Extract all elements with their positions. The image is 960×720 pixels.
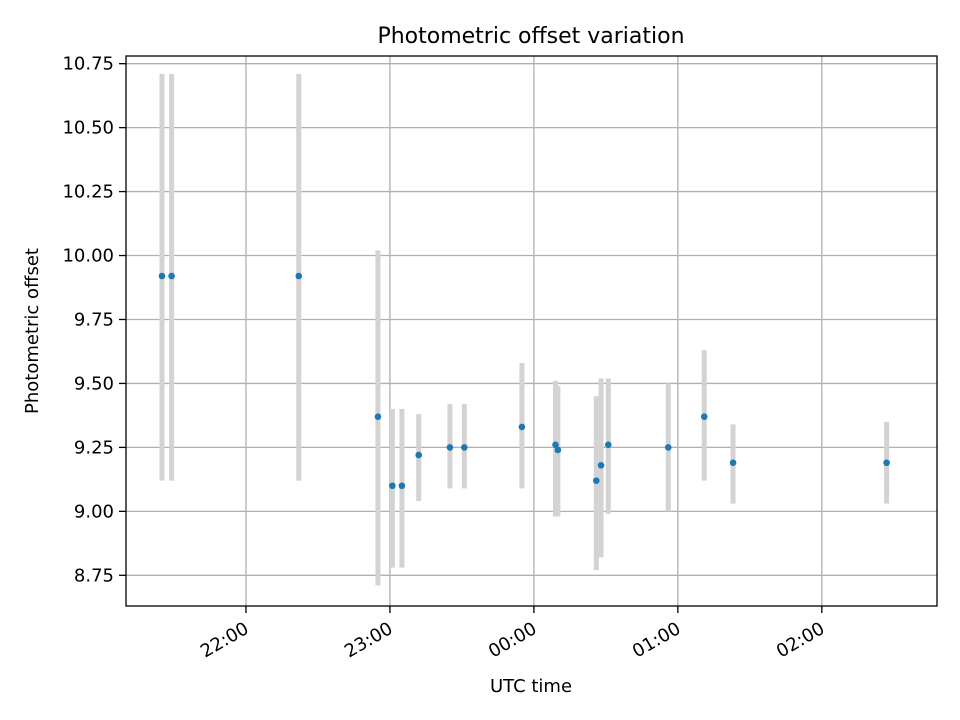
x-tick-label: 23:00 (341, 618, 396, 662)
plot-frame (125, 55, 938, 607)
chart-title: Photometric offset variation (377, 24, 684, 49)
data-point (552, 441, 559, 449)
y-tick-label: 10.00 (62, 246, 114, 267)
data-points (158, 272, 890, 490)
data-point (158, 272, 166, 280)
y-tick-label: 9.25 (74, 437, 114, 458)
y-axis-label: Photometric offset (22, 248, 43, 414)
x-tick-label: 01:00 (629, 618, 684, 662)
y-axis-ticks: 8.75 9.00 9.25 9.50 9.75 10.00 10.25 10.50 10.75 (62, 54, 126, 586)
data-point (398, 482, 406, 490)
data-point (592, 477, 600, 484)
data-point (729, 459, 737, 467)
x-axis-ticks: 22:00 23:00 00:00 01:00 02:00 (197, 606, 828, 662)
data-point (389, 482, 396, 490)
data-point (554, 446, 562, 454)
errorbars (159, 73, 890, 586)
y-tick-label: 10.75 (62, 54, 114, 75)
data-point (883, 459, 890, 467)
data-point (604, 441, 612, 449)
y-tick-label: 9.75 (74, 309, 114, 330)
y-tick-label: 8.75 (74, 565, 114, 586)
data-point (700, 413, 708, 420)
x-tick-label: 22:00 (197, 618, 252, 662)
data-point (664, 444, 672, 451)
y-tick-label: 10.25 (62, 182, 114, 203)
y-tick-label: 10.50 (62, 118, 114, 139)
data-point (374, 413, 382, 420)
data-point (168, 272, 175, 280)
grid (126, 56, 937, 606)
data-point (518, 423, 526, 431)
data-point (415, 451, 423, 459)
data-point (295, 272, 303, 280)
y-tick-label: 9.00 (74, 501, 114, 522)
y-tick-label: 9.50 (74, 373, 114, 394)
data-point (461, 444, 468, 451)
x-axis-label: UTC time (490, 676, 572, 697)
x-tick-label: 00:00 (485, 618, 540, 662)
data-point (446, 444, 454, 451)
x-tick-label: 02:00 (773, 618, 828, 662)
data-point (597, 462, 605, 469)
